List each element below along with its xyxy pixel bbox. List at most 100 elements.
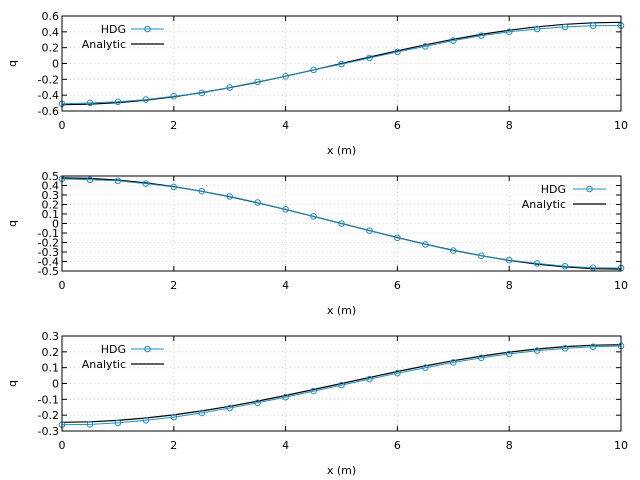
hdg-data-point <box>114 98 122 106</box>
y-tick-label: 0.2 <box>42 199 60 212</box>
y-tick-label: 0 <box>52 378 59 391</box>
x-tick-label: 0 <box>59 119 66 132</box>
hdg-data-point <box>589 343 597 351</box>
y-tick-label: -0.4 <box>38 89 59 102</box>
legend-label-analytic: Analytic <box>522 198 566 211</box>
x-axis-label: x (m) <box>327 144 356 157</box>
y-tick-label: 0.3 <box>42 189 60 202</box>
y-tick-label: 0.1 <box>42 362 60 375</box>
y-tick-label: 0.4 <box>42 180 60 193</box>
y-tick-label: 0.5 <box>42 170 60 183</box>
hdg-data-point <box>254 199 261 206</box>
hdg-data-point <box>450 37 457 44</box>
hdg-data-point <box>338 381 345 389</box>
hdg-data-point <box>142 416 150 424</box>
chart-panel-3: -0.3 -0.2 -0.1 0 0.1 0.2 0.3 0 2 4 6 8 10 x (m) q HDG An… <box>6 330 628 477</box>
y-tick-label: -0.1 <box>38 227 59 240</box>
y-tick-label: -0.4 <box>38 256 59 269</box>
y-axis-label: q <box>6 220 19 227</box>
hdg-data-point <box>170 413 178 421</box>
hdg-series-line <box>61 345 622 426</box>
x-tick-label: 4 <box>282 279 289 292</box>
hdg-data-point <box>366 54 373 62</box>
hdg-data-point <box>366 227 373 234</box>
hdg-series-line <box>61 25 622 105</box>
hdg-data-point <box>86 176 94 184</box>
y-tick-label: 0.2 <box>42 42 60 55</box>
chart-panel-1: -0.6 -0.4 -0.2 0 0.2 0.4 0.6 0 2 4 6 8 10 x (m) q HDG An… <box>6 10 628 157</box>
hdg-data-point <box>282 205 289 213</box>
chart-panel-2: -0.5-0.4-0.3-0.2-0.100.10.20.30.40.50 2 4 6… <box>6 170 628 317</box>
hdg-data-point <box>505 256 513 264</box>
x-tick-label: 10 <box>614 439 628 452</box>
x-axis-label: x (m) <box>327 464 356 477</box>
x-tick-label: 0 <box>59 279 66 292</box>
legend-label-analytic: Analytic <box>82 358 126 371</box>
hdg-data-point <box>282 393 289 401</box>
hdg-data-point <box>114 419 122 427</box>
y-tick-label: 0.3 <box>42 330 60 343</box>
hdg-data-point <box>310 66 317 74</box>
hdg-data-point <box>394 369 401 377</box>
x-tick-label: 0 <box>59 439 66 452</box>
plot-frame <box>61 175 622 272</box>
x-tick-label: 4 <box>282 439 289 452</box>
x-tick-label: 2 <box>170 119 177 132</box>
hdg-data-point <box>477 354 485 362</box>
hdg-data-point <box>170 183 178 191</box>
hdg-data-point <box>226 404 233 412</box>
hdg-data-point <box>310 213 317 220</box>
hdg-data-point <box>505 28 513 36</box>
hdg-data-point <box>198 89 206 97</box>
hdg-data-point <box>477 32 485 39</box>
y-tick-label: -0.2 <box>38 237 59 250</box>
legend: HDG Analytic <box>82 343 164 371</box>
hdg-data-point <box>561 23 569 31</box>
hdg-data-point <box>226 84 233 91</box>
hdg-data-point <box>254 399 261 407</box>
x-tick-label: 4 <box>282 119 289 132</box>
hdg-data-point <box>86 421 94 428</box>
x-tick-label: 8 <box>506 439 513 452</box>
hdg-data-point <box>142 96 150 103</box>
hdg-data-point <box>338 60 345 68</box>
hdg-data-point <box>505 350 513 358</box>
hdg-data-point <box>310 387 317 395</box>
hdg-data-point <box>170 92 178 100</box>
x-axis-label: x (m) <box>327 304 356 317</box>
hdg-data-point <box>142 180 150 187</box>
y-tick-label: 0 <box>52 58 59 71</box>
legend-marker-hdg <box>144 345 151 353</box>
x-tick-label: 10 <box>614 279 628 292</box>
y-tick-label: 0.1 <box>42 208 60 221</box>
analytic-series-line <box>61 344 622 423</box>
legend: HDG Analytic <box>522 183 606 211</box>
y-tick-label: -0.3 <box>38 246 59 259</box>
legend: HDG Analytic <box>82 23 164 51</box>
hdg-data-point <box>561 345 569 352</box>
legend-label-hdg: HDG <box>541 183 566 196</box>
y-tick-label: 0.2 <box>42 346 60 359</box>
hdg-data-point <box>394 48 401 56</box>
y-tick-label: 0 <box>52 218 59 231</box>
hdg-data-point <box>533 347 541 355</box>
x-tick-label: 6 <box>394 119 401 132</box>
legend-label-analytic: Analytic <box>82 38 126 51</box>
x-tick-label: 6 <box>394 279 401 292</box>
y-tick-label: -0.5 <box>38 265 59 278</box>
legend-label-hdg: HDG <box>101 343 126 356</box>
legend-label-hdg: HDG <box>101 23 126 36</box>
legend-marker-hdg <box>144 25 151 33</box>
hdg-data-point <box>450 359 457 366</box>
x-tick-label: 2 <box>170 279 177 292</box>
y-tick-label: 0.4 <box>42 26 60 39</box>
y-tick-label: -0.3 <box>38 425 59 438</box>
y-tick-label: -0.6 <box>38 105 59 118</box>
hdg-data-point <box>254 78 261 86</box>
hdg-data-point <box>589 264 597 271</box>
hdg-data-point <box>114 177 122 185</box>
y-tick-label: 0.6 <box>42 10 60 23</box>
plot-frame <box>61 15 622 112</box>
hdg-data-point <box>450 247 457 254</box>
